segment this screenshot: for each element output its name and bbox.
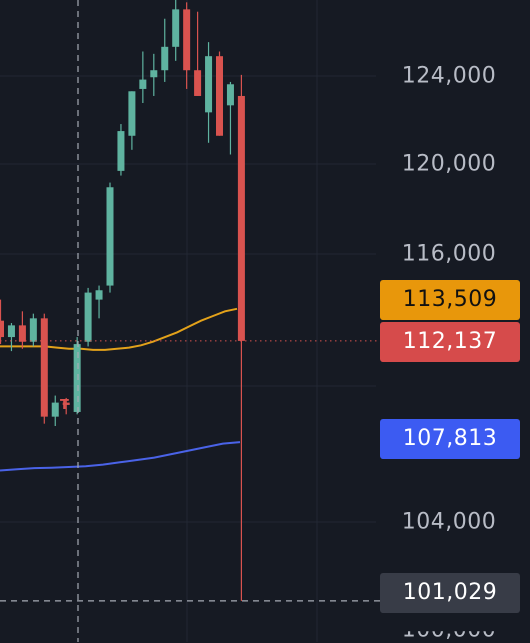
candle-body bbox=[194, 70, 202, 96]
price-axis-label: 116,000 bbox=[401, 241, 497, 267]
candle bbox=[29, 313, 37, 347]
candle bbox=[237, 74, 245, 601]
candles bbox=[0, 0, 245, 601]
candle bbox=[183, 2, 191, 89]
candle-body bbox=[51, 402, 59, 417]
candle-body bbox=[40, 318, 48, 417]
price-axis-label: 124,000 bbox=[401, 63, 497, 89]
candle bbox=[194, 11, 202, 96]
candle-body bbox=[237, 95, 245, 341]
candle-body bbox=[216, 56, 223, 136]
candle bbox=[40, 313, 48, 424]
candle-body bbox=[62, 402, 70, 405]
candle-body bbox=[7, 325, 15, 338]
price-axis-label: 120,000 bbox=[401, 151, 497, 177]
candle bbox=[18, 311, 26, 349]
candle bbox=[0, 299, 4, 345]
grid bbox=[0, 0, 376, 642]
candle bbox=[117, 124, 125, 176]
candle bbox=[139, 51, 147, 103]
candle-body bbox=[139, 79, 147, 89]
candle-body bbox=[84, 292, 92, 342]
ma-fast-price-tag: 113,509 bbox=[380, 280, 520, 320]
candle-body bbox=[205, 56, 213, 113]
candle bbox=[128, 91, 136, 150]
candle bbox=[172, 0, 180, 61]
candle-body bbox=[172, 9, 180, 47]
candle bbox=[106, 182, 114, 293]
candle bbox=[216, 51, 223, 136]
candle bbox=[205, 42, 213, 143]
candle bbox=[161, 18, 169, 82]
candle-body bbox=[117, 131, 125, 171]
candle-body bbox=[150, 70, 158, 78]
candle-body bbox=[128, 91, 136, 136]
candle bbox=[7, 323, 15, 352]
candle bbox=[62, 397, 70, 415]
candle-body bbox=[18, 325, 26, 342]
candle-body bbox=[183, 9, 191, 71]
crosshair-price-tag: 101,029 bbox=[380, 573, 520, 613]
candle bbox=[150, 53, 158, 96]
candle-body bbox=[106, 187, 114, 286]
candle-body bbox=[29, 318, 37, 342]
price-axis-label: 104,000 bbox=[401, 509, 497, 535]
price-axis-label: 100,000 bbox=[401, 617, 497, 643]
candle-body bbox=[73, 344, 81, 412]
candle bbox=[73, 337, 81, 415]
candle-body bbox=[161, 46, 169, 71]
ma-slow-line bbox=[0, 441, 241, 472]
candle bbox=[226, 81, 234, 155]
moving-averages bbox=[0, 307, 241, 472]
last-price-tag: 112,137 bbox=[380, 322, 520, 362]
candle bbox=[84, 287, 92, 347]
candle bbox=[95, 285, 103, 319]
ma-slow-price-tag: 107,813 bbox=[380, 419, 520, 459]
overlays: T bbox=[0, 0, 380, 642]
ma-fast-line bbox=[0, 307, 238, 351]
trade-marker: T bbox=[60, 398, 69, 413]
candle bbox=[51, 395, 59, 427]
candle-body bbox=[95, 290, 103, 300]
candle-body bbox=[226, 84, 234, 106]
candle-body bbox=[0, 320, 4, 338]
